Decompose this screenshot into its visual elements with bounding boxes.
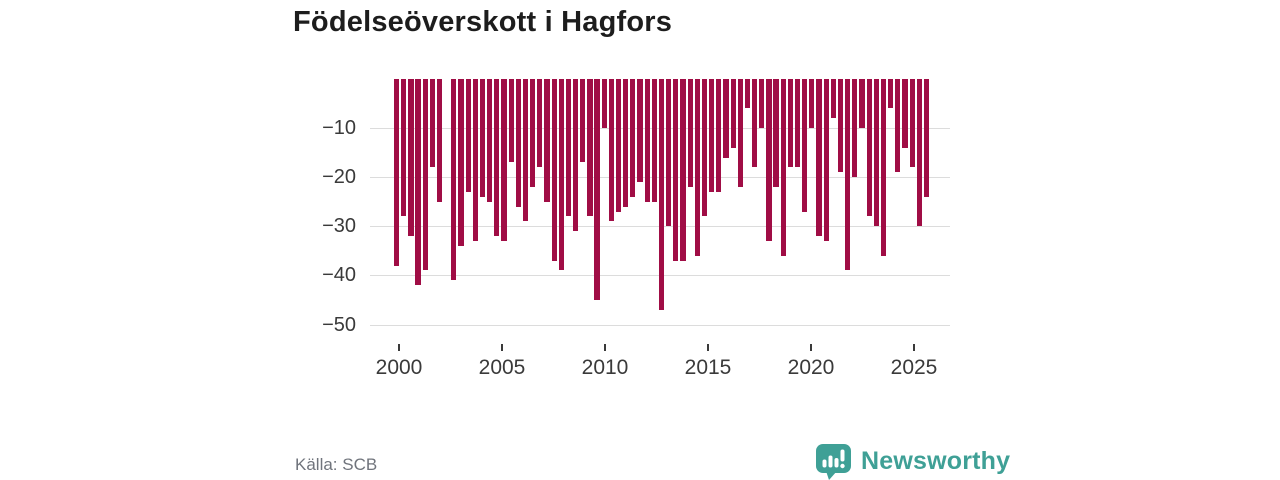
bar: [673, 79, 679, 261]
bar: [465, 79, 471, 192]
bar: [608, 79, 614, 222]
bar: [436, 79, 443, 202]
x-axis-tick-label: 2025: [890, 356, 938, 379]
bar: [422, 79, 428, 271]
y-axis-tick-label: −40: [322, 264, 356, 287]
bar: [487, 79, 493, 202]
x-axis-tick-mark: [501, 344, 503, 351]
bar: [415, 79, 421, 286]
source-label: Källa: SCB: [295, 455, 378, 474]
bar: [501, 79, 507, 242]
y-axis-tick-label: −30: [322, 215, 356, 238]
bar: [494, 79, 500, 237]
bar: [558, 79, 564, 271]
x-axis-tick-label: 2020: [787, 356, 835, 379]
bar: [794, 79, 801, 168]
x-axis-tick-mark: [707, 344, 709, 351]
bar: [837, 79, 844, 173]
bar: [809, 79, 815, 129]
bar: [651, 79, 657, 202]
bar: [859, 79, 865, 129]
bar: [580, 79, 586, 163]
bar: [680, 79, 686, 261]
bar: [780, 79, 786, 256]
bar: [615, 79, 622, 212]
bar: [694, 79, 700, 256]
bar: [852, 79, 858, 178]
bar: [658, 79, 665, 310]
newsworthy-wordmark: Newsworthy: [861, 447, 1011, 475]
bar: [744, 79, 751, 109]
bar: [916, 79, 922, 227]
bar: [687, 79, 693, 188]
bar: [429, 79, 435, 168]
bar: [766, 79, 772, 242]
bar: [823, 79, 829, 242]
bar: [787, 79, 793, 168]
x-axis-tick-mark: [604, 344, 606, 351]
bar: [895, 79, 901, 173]
chart-title: Födelseöverskott i Hagfors: [293, 6, 673, 38]
bar: [845, 79, 851, 271]
bar: [637, 79, 643, 183]
bar: [716, 79, 722, 192]
bar: [701, 79, 708, 217]
bar: [644, 79, 650, 202]
bar: [551, 79, 557, 261]
x-axis-tick-label: 2010: [581, 356, 629, 379]
bar: [458, 79, 464, 246]
bar: [737, 79, 743, 188]
bar: [394, 79, 400, 266]
bar: [601, 79, 607, 129]
x-axis-tick-mark: [913, 344, 915, 351]
bar: [573, 79, 579, 232]
x-axis-tick-mark: [398, 344, 400, 351]
x-axis-tick-label: 2000: [375, 356, 423, 379]
bar: [623, 79, 629, 207]
x-axis-tick-label: 2005: [478, 356, 526, 379]
bar: [888, 79, 894, 109]
bar: [666, 79, 672, 227]
bar: [587, 79, 593, 217]
bar: [479, 79, 486, 197]
bar: [730, 79, 736, 148]
newsworthy-bubble-chart-icon: [815, 443, 852, 480]
bar: [816, 79, 822, 237]
bar: [401, 79, 407, 217]
bar: [565, 79, 572, 217]
bar: [802, 79, 808, 212]
bar: [451, 79, 457, 281]
bar: [923, 79, 930, 197]
x-axis-tick-label: 2015: [684, 356, 732, 379]
bar: [723, 79, 729, 158]
bar: [630, 79, 636, 197]
bar: [880, 79, 887, 256]
bar: [873, 79, 879, 227]
bar: [515, 79, 521, 207]
bar: [408, 79, 414, 237]
bar: [752, 79, 758, 168]
bar: [759, 79, 765, 129]
bar: [594, 79, 600, 300]
bar: [830, 79, 836, 119]
y-axis-tick-label: −20: [322, 166, 356, 189]
bar: [773, 79, 779, 188]
bar: [530, 79, 536, 188]
y-axis-tick-label: −10: [322, 117, 356, 140]
x-axis-tick-mark: [810, 344, 812, 351]
bar: [909, 79, 915, 168]
bar: [472, 79, 478, 242]
bar: [709, 79, 715, 192]
bar: [537, 79, 543, 168]
y-axis-tick-label: −50: [322, 313, 356, 336]
bar: [544, 79, 550, 202]
bar: [522, 79, 529, 222]
gridline: [370, 324, 950, 326]
bar: [508, 79, 514, 163]
bar: [866, 79, 872, 217]
bar: [902, 79, 908, 148]
newsworthy-logo: Newsworthy: [815, 443, 1010, 480]
